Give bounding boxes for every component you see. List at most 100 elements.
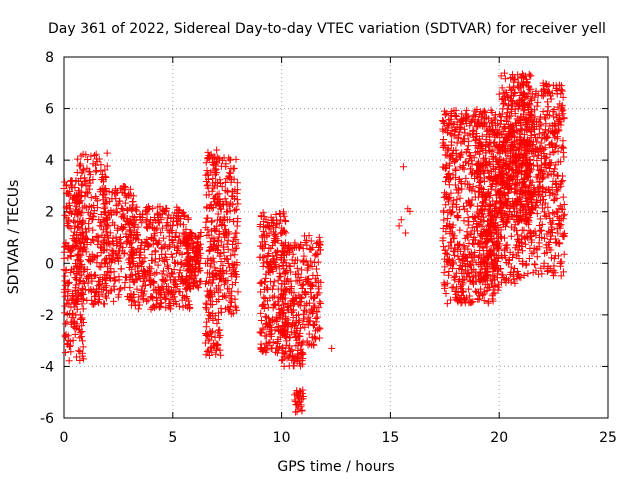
data-point (257, 309, 265, 317)
data-point (296, 244, 304, 252)
data-point (553, 238, 561, 246)
data-point (542, 120, 550, 128)
data-point (515, 255, 523, 263)
data-point (486, 161, 494, 169)
data-point (480, 225, 488, 233)
data-point (477, 276, 485, 284)
data-point (293, 387, 301, 395)
data-point (290, 289, 298, 297)
data-point (74, 298, 82, 306)
data-point (518, 80, 526, 88)
data-point (458, 116, 466, 124)
data-point (448, 284, 456, 292)
data-point (273, 255, 281, 263)
data-point (476, 138, 484, 146)
data-point (135, 293, 143, 301)
data-point (234, 200, 242, 208)
data-point (311, 302, 319, 310)
data-point (519, 81, 527, 89)
data-point (78, 271, 86, 279)
data-point (65, 278, 73, 286)
data-point (471, 136, 479, 144)
data-point (470, 273, 478, 281)
data-point (302, 291, 310, 299)
data-point (556, 239, 564, 247)
data-point (478, 206, 486, 214)
data-point (87, 152, 95, 160)
data-point (278, 326, 286, 334)
data-point (283, 267, 291, 275)
data-point (494, 286, 502, 294)
data-point (488, 127, 496, 135)
data-point (66, 205, 74, 213)
data-point (478, 233, 486, 241)
data-point (307, 237, 315, 245)
data-point (295, 317, 303, 325)
data-point (77, 191, 85, 199)
data-point (309, 244, 317, 252)
data-point (153, 269, 161, 277)
data-point (97, 167, 105, 175)
data-point (300, 306, 308, 314)
data-point (66, 343, 74, 351)
data-point (548, 183, 556, 191)
data-point (462, 174, 470, 182)
data-point (439, 118, 447, 126)
data-point (511, 75, 519, 83)
data-point (299, 386, 307, 394)
data-point (174, 206, 182, 214)
data-point (110, 297, 118, 305)
data-point (75, 347, 83, 355)
data-point (490, 211, 498, 219)
data-point (86, 171, 94, 179)
data-point (504, 135, 512, 143)
data-point (502, 89, 510, 97)
data-point (169, 238, 177, 246)
data-point (300, 252, 308, 260)
data-point (534, 98, 542, 106)
data-point (224, 255, 232, 263)
data-point (484, 237, 492, 245)
data-point (475, 174, 483, 182)
data-point (512, 241, 520, 249)
data-point (204, 214, 212, 222)
data-point (475, 295, 483, 303)
data-point (230, 175, 238, 183)
data-point (460, 165, 468, 173)
data-point (79, 318, 87, 326)
data-point (448, 265, 456, 273)
data-point (510, 275, 518, 283)
data-point (545, 87, 553, 95)
data-point (263, 233, 271, 241)
data-point (232, 205, 240, 213)
data-point (512, 173, 520, 181)
x-tick-label: 5 (168, 430, 177, 446)
data-point (306, 299, 314, 307)
data-point (269, 338, 277, 346)
data-point (527, 167, 535, 175)
data-point (139, 257, 147, 265)
data-point (473, 227, 481, 235)
data-point (100, 300, 108, 308)
data-point (551, 269, 559, 277)
data-point (157, 302, 165, 310)
data-point (72, 281, 80, 289)
x-axis-label: GPS time / hours (277, 459, 394, 475)
data-point (86, 179, 94, 187)
data-point (69, 195, 77, 203)
data-point (523, 260, 531, 268)
data-point (523, 137, 531, 145)
data-point (272, 252, 280, 260)
data-point (82, 204, 90, 212)
data-point (232, 155, 240, 163)
data-point (61, 302, 69, 310)
data-point (450, 132, 458, 140)
data-point (502, 254, 510, 262)
data-point (92, 161, 100, 169)
data-point (519, 247, 527, 255)
data-point (85, 224, 93, 232)
data-point (307, 289, 315, 297)
data-point (208, 300, 216, 308)
data-point (142, 217, 150, 225)
